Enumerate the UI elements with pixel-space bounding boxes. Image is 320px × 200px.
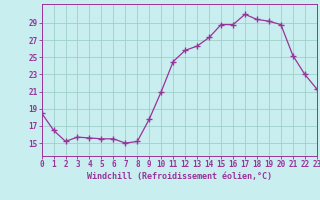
X-axis label: Windchill (Refroidissement éolien,°C): Windchill (Refroidissement éolien,°C)	[87, 172, 272, 181]
